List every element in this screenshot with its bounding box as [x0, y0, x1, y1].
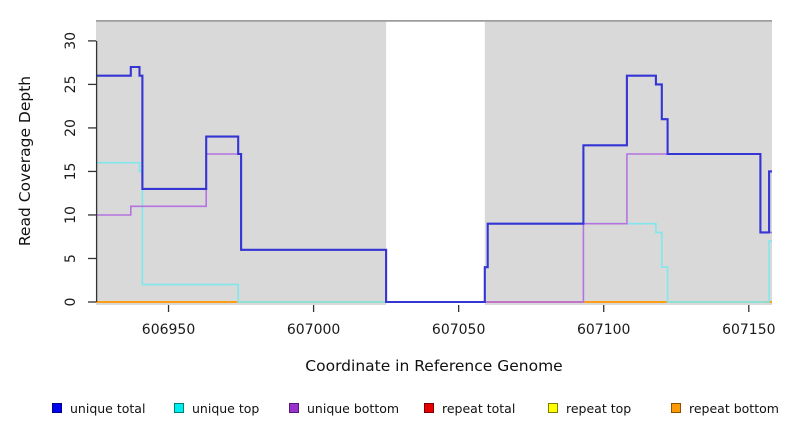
y-tick-label: 30 [63, 32, 79, 50]
x-tick-label: 606950 [142, 322, 195, 338]
legend: unique total unique top unique bottom repea… [0, 398, 792, 420]
legend-item-repeat-bottom: repeat bottom [671, 398, 779, 418]
legend-swatch-icon [174, 403, 184, 413]
legend-swatch-icon [52, 403, 62, 413]
y-tick-label: 15 [63, 163, 79, 181]
series-unique-total [96, 65, 772, 304]
legend-label: unique total [70, 400, 146, 416]
legend-item-unique-top: unique top [174, 398, 259, 418]
legend-swatch-icon [671, 403, 681, 413]
plot-area [96, 20, 772, 306]
legend-item-unique-total: unique total [52, 398, 145, 418]
legend-label: repeat total [442, 400, 516, 416]
x-tick-label: 607100 [577, 322, 630, 338]
x-tick-label: 607000 [287, 322, 340, 338]
y-tick-label: 25 [63, 75, 79, 93]
legend-swatch-icon [289, 403, 299, 413]
legend-label: repeat top [566, 400, 632, 416]
x-tick-label: 607150 [722, 322, 775, 338]
y-tick-label: 5 [63, 254, 79, 263]
uncovered-gap-region [386, 21, 485, 306]
y-tick-label: 0 [63, 298, 79, 307]
coverage-step-lines [96, 65, 772, 304]
y-tick-label: 10 [63, 206, 79, 224]
y-tick-label: 20 [63, 119, 79, 137]
x-axis-title: Coordinate in Reference Genome [305, 357, 562, 375]
coverage-chart: 0 5 10 15 20 25 30 606950 607000 607050 607100 6071… [16, 20, 776, 375]
legend-label: unique bottom [307, 400, 400, 416]
legend-label: unique top [192, 400, 260, 416]
legend-label: repeat bottom [689, 400, 779, 416]
legend-swatch-icon [424, 403, 434, 413]
y-axis-title: Read Coverage Depth [16, 76, 34, 246]
legend-swatch-icon [548, 403, 558, 413]
legend-item-repeat-top: repeat top [548, 398, 631, 418]
axes: 0 5 10 15 20 25 30 606950 607000 607050 607100 6071… [63, 32, 776, 338]
legend-item-repeat-total: repeat total [424, 398, 515, 418]
legend-item-unique-bottom: unique bottom [289, 398, 399, 418]
x-tick-label: 607050 [432, 322, 485, 338]
